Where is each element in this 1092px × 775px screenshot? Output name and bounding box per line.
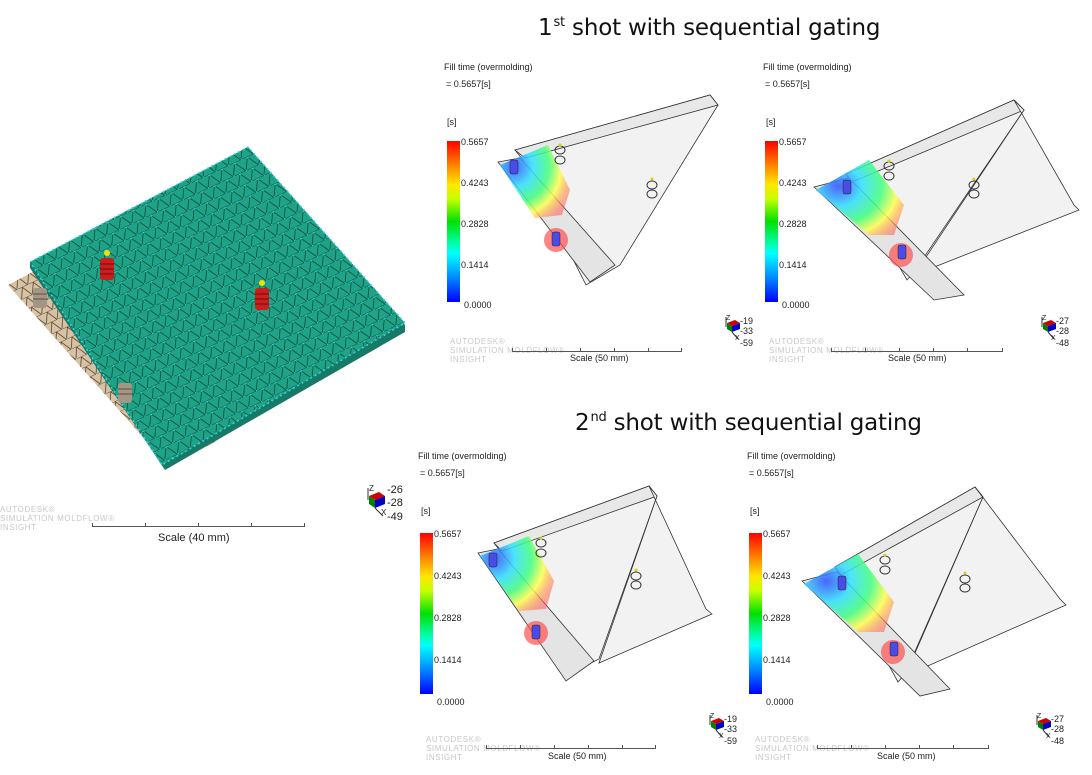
legend-unit: [s] <box>447 117 457 127</box>
legend-tick: 0.4243 <box>763 571 791 581</box>
scale-bar <box>512 348 682 352</box>
result-value: = 0.5657[s] <box>765 79 810 89</box>
autodesk-brand: AUTODESK® SIMULATION MOLDFLOW® INSIGHT <box>769 337 884 364</box>
legend-tick: 0.0000 <box>782 300 810 310</box>
fill-time-panel-shot1-b: Fill time (overmolding) = 0.5657[s] [s] … <box>759 60 1092 370</box>
section-title-second-shot: 2nd shot with sequential gating <box>575 410 922 436</box>
legend-tick: 0.4243 <box>461 178 489 188</box>
orientation-triad: Z -26 -28 X -49 <box>367 484 403 523</box>
orientation-triad: Z -27 -28 X -48 <box>1036 713 1065 746</box>
gate-cylinder-icon <box>100 250 269 310</box>
meshed-part-icon <box>8 146 407 470</box>
scale-label: Scale (50 mm) <box>888 353 947 363</box>
autodesk-brand: AUTODESK® SIMULATION MOLDFLOW® INSIGHT <box>426 735 541 762</box>
scale-label: Scale (40 mm) <box>158 532 230 544</box>
scale-bar <box>817 745 989 749</box>
color-legend-bar <box>420 533 433 694</box>
orientation-triad: Z -27 -28 X -48 <box>1041 315 1070 348</box>
autodesk-brand: AUTODESK® SIMULATION MOLDFLOW® INSIGHT <box>0 505 115 532</box>
result-value: = 0.5657[s] <box>446 79 491 89</box>
section-title-first-shot: 1st shot with sequential gating <box>538 15 881 41</box>
legend-tick: 0.4243 <box>434 571 462 581</box>
color-legend-bar <box>447 141 460 302</box>
legend-tick: 0.2828 <box>779 219 807 229</box>
legend-tick: 0.2828 <box>461 219 489 229</box>
insert-pin-icon <box>33 288 132 403</box>
scale-label: Scale (50 mm) <box>570 353 629 363</box>
orientation-triad: Z -19 -33 X -59 <box>725 315 754 348</box>
legend-tick: 0.5657 <box>763 529 791 539</box>
orientation-triad: Z -19 -33 X -59 <box>709 713 738 746</box>
fill-time-part-icon <box>477 485 713 682</box>
legend-tick: 0.5657 <box>779 137 807 147</box>
legend-tick: 0.5657 <box>461 137 489 147</box>
color-legend-bar <box>749 533 762 694</box>
legend-tick: 0.1414 <box>461 260 489 270</box>
legend-tick: 0.0000 <box>464 300 492 310</box>
legend-tick: 0.5657 <box>434 529 462 539</box>
fill-time-part-icon <box>801 486 1067 697</box>
legend-unit: [s] <box>766 117 776 127</box>
scale-label: Scale (50 mm) <box>548 751 607 761</box>
fill-time-panel-shot1-a: Fill time (overmolding) = 0.5657[s] [s] … <box>440 60 753 370</box>
legend-tick: 0.1414 <box>779 260 807 270</box>
result-title: Fill time (overmolding) <box>444 62 533 72</box>
legend-tick: 0.4243 <box>779 178 807 188</box>
result-title: Fill time (overmolding) <box>418 451 507 461</box>
scale-bar <box>486 745 656 749</box>
legend-unit: [s] <box>750 506 760 516</box>
result-title: Fill time (overmolding) <box>747 451 836 461</box>
fill-time-panel-shot2-b: Fill time (overmolding) = 0.5657[s] [s] … <box>743 449 1092 775</box>
fill-time-panel-shot2-a: Fill time (overmolding) = 0.5657[s] [s] … <box>414 449 744 775</box>
result-value: = 0.5657[s] <box>749 468 794 478</box>
scale-bar <box>831 348 1003 352</box>
scale-label: Scale (50 mm) <box>877 751 936 761</box>
mesh-model-view: AUTODESK® SIMULATION MOLDFLOW® INSIGHT Sca… <box>0 140 420 560</box>
result-value: = 0.5657[s] <box>420 468 465 478</box>
legend-tick: 0.2828 <box>434 613 462 623</box>
legend-tick: 0.0000 <box>437 697 465 707</box>
autodesk-brand: AUTODESK® SIMULATION MOLDFLOW® INSIGHT <box>755 735 870 762</box>
autodesk-brand: AUTODESK® SIMULATION MOLDFLOW® INSIGHT <box>450 337 565 364</box>
legend-tick: 0.1414 <box>763 655 791 665</box>
legend-tick: 0.0000 <box>766 697 794 707</box>
legend-unit: [s] <box>421 506 431 516</box>
fill-time-part-icon <box>813 99 1080 301</box>
legend-tick: 0.2828 <box>763 613 791 623</box>
scale-bar <box>92 523 305 527</box>
result-title: Fill time (overmolding) <box>763 62 852 72</box>
color-legend-bar <box>765 141 778 302</box>
legend-tick: 0.1414 <box>434 655 462 665</box>
fill-time-part-icon <box>497 94 719 286</box>
